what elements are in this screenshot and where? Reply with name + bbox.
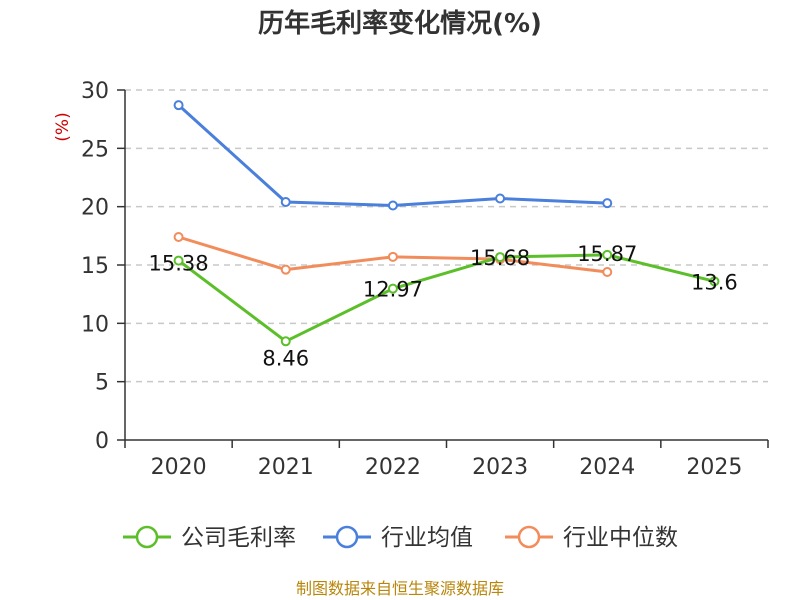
data-label: 12.97 — [363, 278, 423, 302]
legend-item[interactable]: 公司毛利率 — [123, 525, 296, 551]
legend-marker — [517, 525, 541, 549]
y-axis-label: (%) — [53, 112, 73, 141]
data-point[interactable] — [173, 232, 184, 242]
data-point[interactable] — [280, 197, 291, 207]
series-layer — [173, 100, 720, 347]
series-line — [177, 104, 608, 207]
data-point[interactable] — [173, 100, 184, 111]
data-point[interactable] — [387, 251, 398, 262]
data-point[interactable] — [495, 252, 506, 263]
data-point[interactable] — [173, 255, 184, 266]
legend-marker — [335, 525, 359, 549]
data-point[interactable] — [495, 193, 506, 204]
y-tick-label: 10 — [81, 312, 109, 337]
y-tick-label: 0 — [95, 429, 109, 454]
legend-marker — [135, 525, 159, 549]
y-tick-label: 15 — [81, 254, 109, 279]
legend-label: 行业均值 — [381, 525, 473, 551]
y-tick-label: 20 — [81, 196, 109, 221]
chart-title: 历年毛利率变化情况(%) — [258, 8, 542, 39]
data-labels: 15.38 8.46 12.97 15.68 15.87 13.6 — [149, 242, 738, 370]
data-label: 15.38 — [149, 252, 209, 276]
y-tick-label: 30 — [81, 79, 109, 104]
data-point[interactable] — [709, 276, 720, 287]
legend-label: 公司毛利率 — [181, 525, 296, 551]
x-tick-label: 2021 — [258, 455, 314, 480]
x-tick-label: 2023 — [472, 455, 528, 480]
data-label: 15.87 — [577, 242, 637, 266]
legend-item[interactable]: 行业均值 — [323, 525, 473, 551]
data-label: 8.46 — [262, 346, 309, 370]
legend[interactable]: 公司毛利率 行业均值 行业中位数 — [123, 525, 678, 551]
data-point[interactable] — [602, 267, 613, 277]
data-point[interactable] — [602, 198, 613, 209]
x-tick-label: 2025 — [686, 455, 742, 480]
data-label: 15.68 — [470, 246, 530, 270]
data-point[interactable] — [280, 336, 291, 347]
data-label: 13.6 — [691, 270, 738, 294]
x-tick-label: 2024 — [579, 455, 635, 480]
x-tick-label: 2022 — [365, 455, 421, 480]
data-point[interactable] — [387, 200, 398, 211]
data-point[interactable] — [280, 264, 291, 275]
grid-lines — [125, 89, 768, 383]
legend-item[interactable]: 行业中位数 — [505, 525, 678, 551]
data-point[interactable] — [387, 283, 398, 294]
source-note: 制图数据来自恒生聚源数据库 — [296, 579, 504, 598]
y-tick-label: 5 — [95, 371, 109, 396]
y-tick-label: 25 — [81, 137, 109, 162]
x-tick-label: 2020 — [151, 455, 207, 480]
series-line — [177, 253, 715, 343]
legend-label: 行业中位数 — [563, 525, 678, 551]
data-point[interactable] — [602, 249, 613, 260]
